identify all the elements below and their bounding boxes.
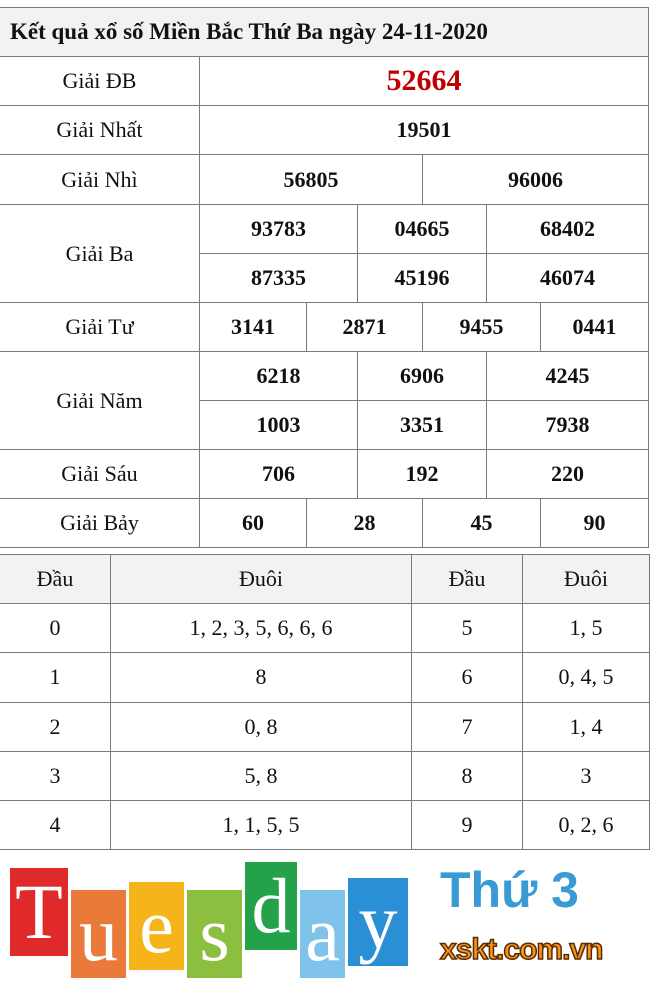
prize-value: 87335 bbox=[199, 253, 358, 303]
loto-head-cell: 0 bbox=[0, 603, 111, 654]
prize-value: 706 bbox=[199, 449, 358, 499]
prize-value: 56805 bbox=[199, 154, 423, 205]
prize-label: Giải Năm bbox=[0, 351, 200, 450]
prize-value: 3141 bbox=[199, 302, 307, 352]
prize-value: 68402 bbox=[486, 204, 649, 254]
prize-value: 192 bbox=[357, 449, 487, 499]
logo-letter: e bbox=[129, 882, 184, 970]
loto-header: Đuôi bbox=[522, 554, 650, 605]
logo-letter: d bbox=[245, 862, 297, 950]
prize-value: 7938 bbox=[486, 400, 649, 450]
prize-value: 19501 bbox=[199, 105, 649, 155]
prize-label: Giải Ba bbox=[0, 204, 200, 303]
prize-label: Giải Tư bbox=[0, 302, 200, 352]
loto-tail-cell: 0, 8 bbox=[110, 701, 412, 752]
prize-label: Giải Sáu bbox=[0, 449, 200, 499]
prize-value: 45196 bbox=[357, 253, 487, 303]
logo-letter: y bbox=[348, 878, 408, 966]
prize-value: 96006 bbox=[422, 154, 649, 205]
brand-watermark: xskt.com.vn bbox=[439, 932, 604, 967]
loto-head-cell: 5 bbox=[411, 603, 523, 654]
prize-value: 04665 bbox=[357, 204, 487, 254]
loto-head-cell: 8 bbox=[411, 750, 523, 801]
logo-letter: T bbox=[10, 868, 68, 956]
loto-head-cell: 4 bbox=[0, 800, 111, 851]
loto-tail-cell: 3 bbox=[522, 750, 650, 801]
special-prize-value: 52664 bbox=[199, 56, 649, 106]
loto-tail-cell: 8 bbox=[110, 652, 412, 703]
prize-value: 3351 bbox=[357, 400, 487, 450]
loto-head-cell: 7 bbox=[411, 701, 523, 752]
prize-value: 0441 bbox=[540, 302, 649, 352]
prize-value: 45 bbox=[422, 498, 541, 548]
prize-value: 6218 bbox=[199, 351, 358, 401]
loto-head-cell: 2 bbox=[0, 701, 111, 752]
prize-label: Giải Nhì bbox=[0, 154, 200, 205]
loto-tail-cell: 0, 2, 6 bbox=[522, 800, 650, 851]
prize-value: 9455 bbox=[422, 302, 541, 352]
loto-tail-cell: 5, 8 bbox=[110, 750, 412, 801]
loto-tail-cell: 1, 2, 3, 5, 6, 6, 6 bbox=[110, 603, 412, 654]
logo-letter: a bbox=[300, 890, 345, 978]
prize-value: 28 bbox=[306, 498, 423, 548]
prize-value: 4245 bbox=[486, 351, 649, 401]
prize-label: Giải Bảy bbox=[0, 498, 200, 548]
loto-head-cell: 3 bbox=[0, 750, 111, 801]
prize-label: Giải ĐB bbox=[0, 56, 200, 106]
loto-header: Đầu bbox=[411, 554, 523, 605]
prize-value: 90 bbox=[540, 498, 649, 548]
loto-head-cell: 9 bbox=[411, 800, 523, 851]
loto-head-cell: 6 bbox=[411, 652, 523, 703]
loto-head-cell: 1 bbox=[0, 652, 111, 703]
logo-letter: s bbox=[187, 890, 242, 978]
prize-value: 6906 bbox=[357, 351, 487, 401]
loto-tail-cell: 0, 4, 5 bbox=[522, 652, 650, 703]
prize-value: 46074 bbox=[486, 253, 649, 303]
loto-tail-cell: 1, 4 bbox=[522, 701, 650, 752]
page-title: Kết quả xổ số Miền Bắc Thứ Ba ngày 24-11… bbox=[0, 7, 649, 57]
loto-tail-cell: 1, 5 bbox=[522, 603, 650, 654]
prize-label: Giải Nhất bbox=[0, 105, 200, 155]
logo-letter: u bbox=[71, 890, 126, 978]
prize-value: 220 bbox=[486, 449, 649, 499]
loto-tail-cell: 1, 1, 5, 5 bbox=[110, 800, 412, 851]
subtitle-text: Thứ 3 bbox=[440, 862, 579, 918]
prize-value: 1003 bbox=[199, 400, 358, 450]
prize-value: 93783 bbox=[199, 204, 358, 254]
loto-header: Đuôi bbox=[110, 554, 412, 605]
loto-header: Đầu bbox=[0, 554, 111, 605]
prize-value: 2871 bbox=[306, 302, 423, 352]
prize-value: 60 bbox=[199, 498, 307, 548]
